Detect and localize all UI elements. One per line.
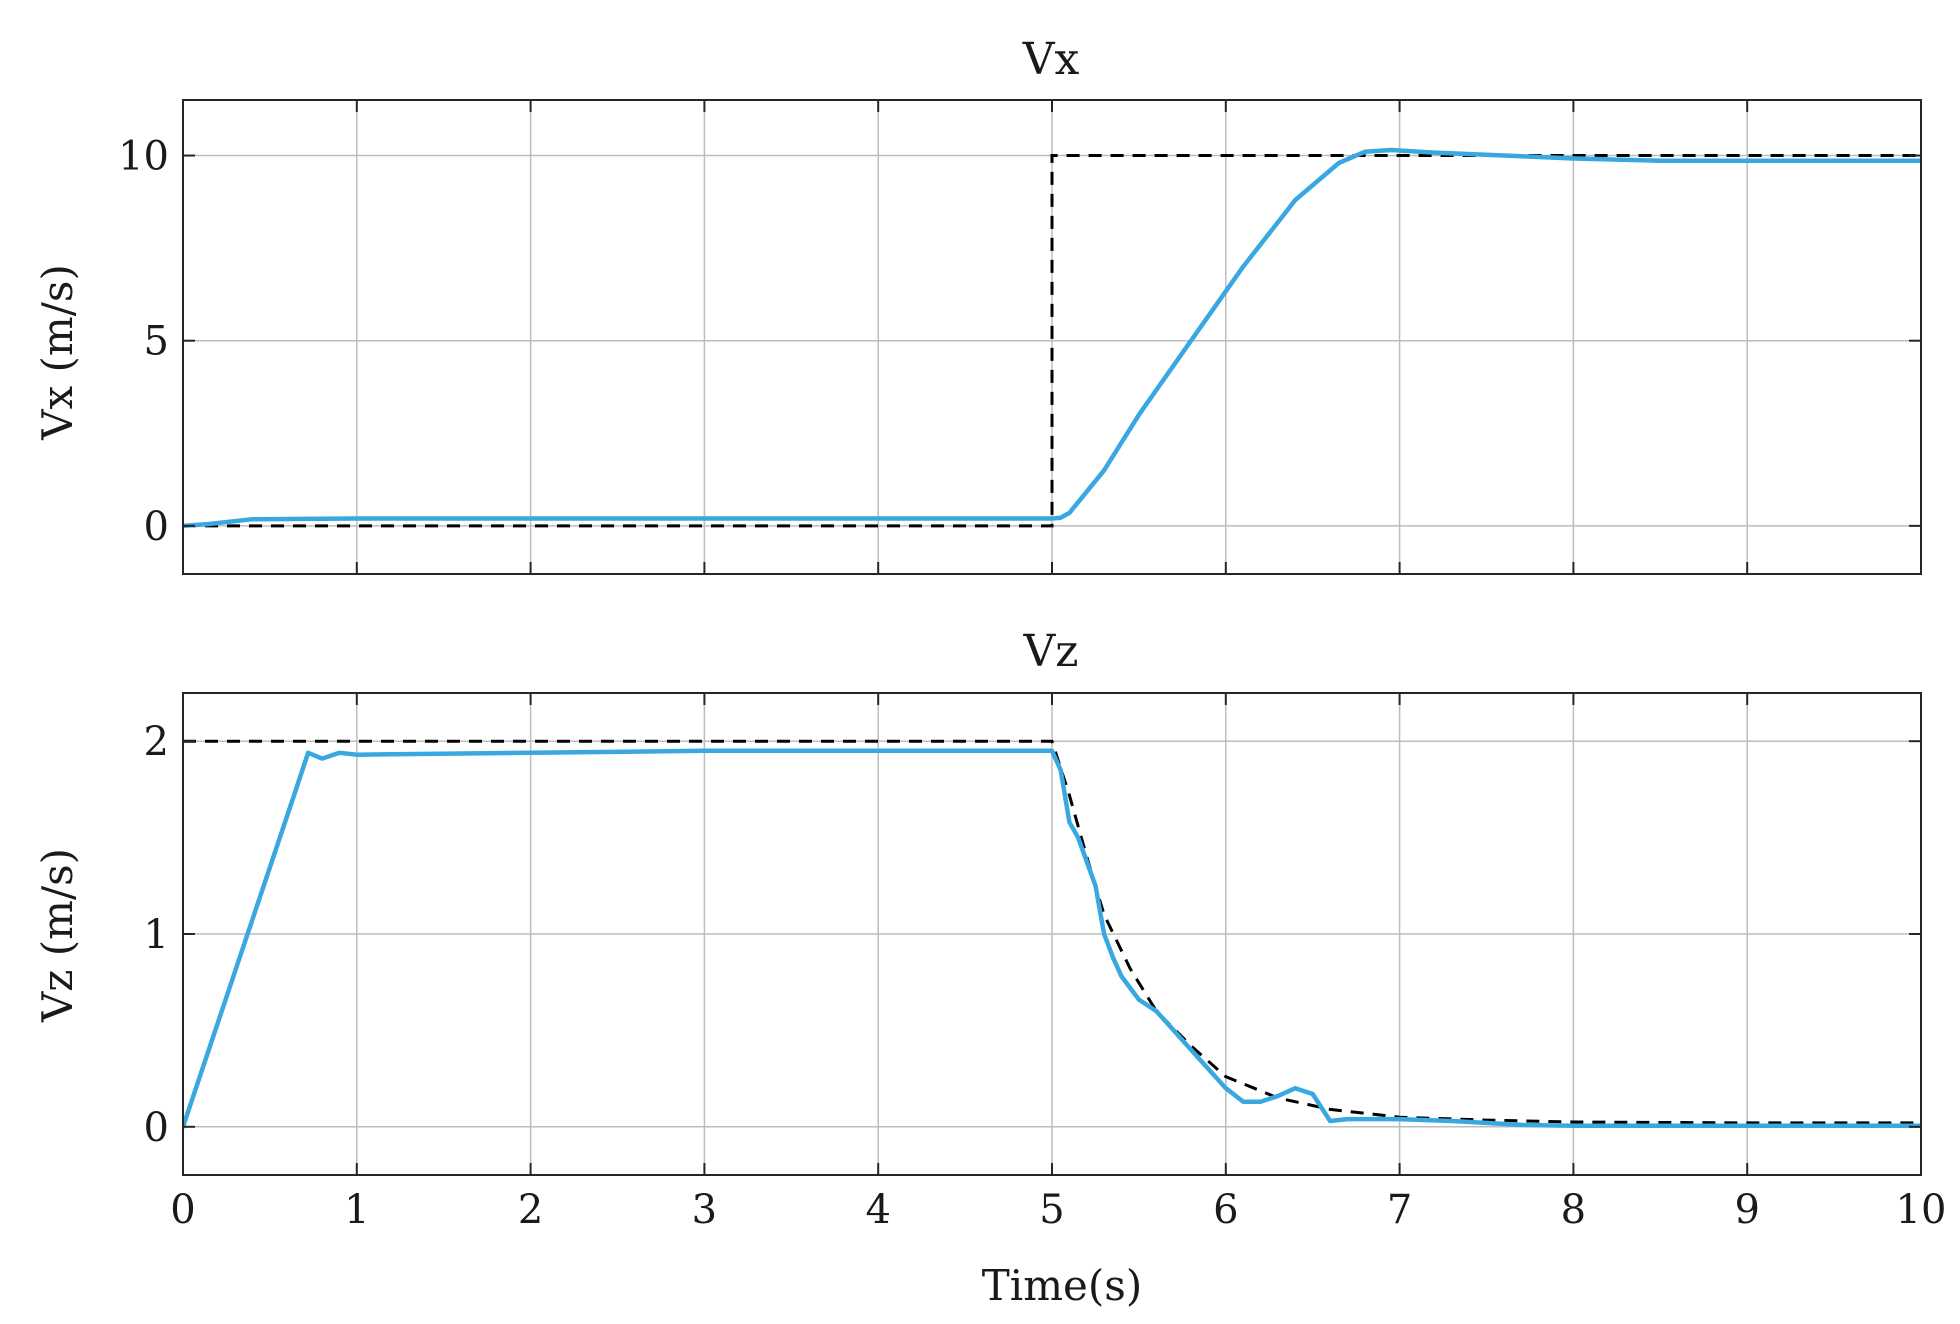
vz-y-tick-label-1: 1 — [144, 912, 169, 958]
vx-measured-line — [183, 147, 1921, 529]
vz-series-group — [183, 739, 1921, 1130]
vx-panel: Vx Vx (m/s) 0 5 10 — [33, 34, 1922, 575]
vz-x-tick-label-4: 4 — [865, 1187, 890, 1233]
vz-x-tick-label-5: 5 — [1039, 1187, 1064, 1233]
vz-grid — [182, 693, 1922, 1175]
vz-x-tick-label-2: 2 — [518, 1187, 543, 1233]
vz-y-tick-label-0: 0 — [144, 1105, 169, 1151]
vz-measured-line — [183, 748, 1921, 1130]
vx-y-tick-label-0: 0 — [144, 504, 169, 550]
vz-reference-line — [183, 739, 1921, 1125]
vz-x-tick-label-9: 9 — [1734, 1187, 1759, 1233]
vx-series-group — [183, 147, 1921, 529]
vz-x-tick-label-0: 0 — [170, 1187, 195, 1233]
vz-y-axis-label: Vz (m/s) — [33, 848, 82, 1023]
vz-title: Vz — [1023, 626, 1079, 677]
vz-x-tick-label-8: 8 — [1561, 1187, 1586, 1233]
vz-x-tick-label-6: 6 — [1213, 1187, 1238, 1233]
vz-x-tick-label-1: 1 — [344, 1187, 369, 1233]
vx-title: Vx — [1022, 34, 1080, 85]
vx-y-tick-label-10: 10 — [118, 134, 169, 180]
x-axis-label: Time(s) — [982, 1261, 1142, 1310]
vz-x-tick-label-7: 7 — [1387, 1187, 1412, 1233]
vx-y-axis-label: Vx (m/s) — [33, 264, 82, 441]
vz-y-tick-label-2: 2 — [144, 719, 169, 765]
vz-panel: Vz Vz (m/s) Time(s) 0 1 2 3 4 5 6 7 8 9 10 0 1 2 — [33, 626, 1946, 1310]
vz-x-tick-label-10: 10 — [1896, 1187, 1947, 1233]
vx-y-tick-label-5: 5 — [144, 319, 169, 365]
vz-x-tick-label-3: 3 — [692, 1187, 717, 1233]
